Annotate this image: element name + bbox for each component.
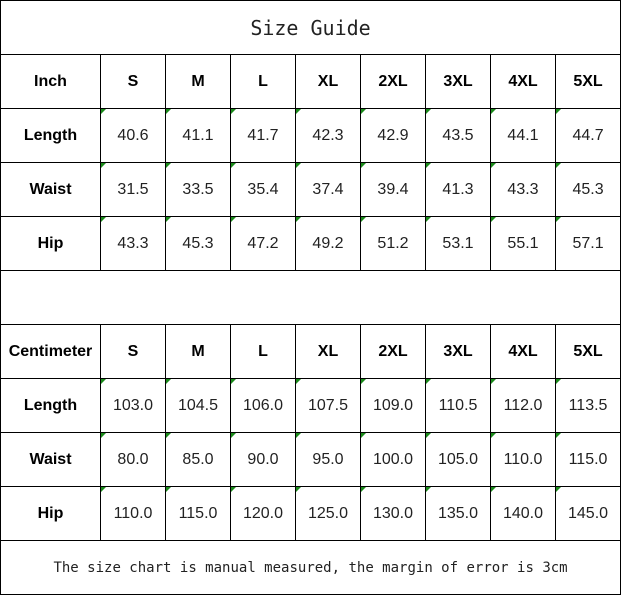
measurement-cell: 49.2 — [295, 216, 361, 271]
measurement-cell: 130.0 — [360, 486, 426, 541]
row-label: Waist — [0, 162, 101, 217]
measurement-cell: 105.0 — [425, 432, 491, 487]
measurement-cell: 31.5 — [100, 162, 166, 217]
measurement-cell: 113.5 — [554, 378, 622, 433]
size-header: XL — [295, 54, 361, 109]
note-row: The size chart is manual measured, the m… — [0, 540, 622, 595]
measurement-cell: 85.0 — [165, 432, 231, 487]
measurement-cell: 43.3 — [100, 216, 166, 271]
size-header: 4XL — [490, 54, 556, 109]
unit-header: Centimeter — [0, 324, 101, 379]
size-header: 4XL — [490, 324, 556, 379]
row-label: Hip — [0, 486, 101, 541]
measurement-cell: 100.0 — [360, 432, 426, 487]
table-row: Waist 31.5 33.5 35.4 37.4 39.4 41.3 43.3 45.3 — [0, 162, 622, 217]
measurement-cell: 47.2 — [230, 216, 296, 271]
measurement-cell: 42.9 — [360, 108, 426, 163]
size-header: 3XL — [425, 324, 491, 379]
measurement-cell: 104.5 — [165, 378, 231, 433]
measurement-cell: 110.0 — [100, 486, 166, 541]
size-header: M — [165, 324, 231, 379]
measurement-cell: 41.7 — [230, 108, 296, 163]
measurement-cell: 135.0 — [425, 486, 491, 541]
spacer-cell — [0, 270, 622, 325]
measurement-cell: 115.0 — [554, 432, 622, 487]
row-label: Hip — [0, 216, 101, 271]
measurement-cell: 41.1 — [165, 108, 231, 163]
size-header: S — [100, 324, 166, 379]
measurement-cell: 95.0 — [295, 432, 361, 487]
size-header: 2XL — [360, 54, 426, 109]
measurement-cell: 39.4 — [360, 162, 426, 217]
size-header: L — [230, 54, 296, 109]
measurement-cell: 45.3 — [554, 162, 622, 217]
measurement-cell: 37.4 — [295, 162, 361, 217]
measurement-cell: 43.5 — [425, 108, 491, 163]
header-row: Inch S M L XL 2XL 3XL 4XL 5XL — [0, 54, 622, 109]
row-label: Length — [0, 378, 101, 433]
size-header: 2XL — [360, 324, 426, 379]
measurement-cell: 57.1 — [554, 216, 622, 271]
table-row: Hip 110.0 115.0 120.0 125.0 130.0 135.0 140.0 14… — [0, 486, 622, 541]
measurement-cell: 42.3 — [295, 108, 361, 163]
measurement-cell: 103.0 — [100, 378, 166, 433]
measurement-cell: 51.2 — [360, 216, 426, 271]
size-header: L — [230, 324, 296, 379]
measurement-cell: 140.0 — [490, 486, 556, 541]
measurement-cell: 112.0 — [490, 378, 556, 433]
measurement-cell: 115.0 — [165, 486, 231, 541]
row-label: Length — [0, 108, 101, 163]
table-row: Hip 43.3 45.3 47.2 49.2 51.2 53.1 55.1 57.1 — [0, 216, 622, 271]
size-header: 5XL — [554, 54, 622, 109]
size-header: M — [165, 54, 231, 109]
measurement-cell: 41.3 — [425, 162, 491, 217]
measurement-cell: 40.6 — [100, 108, 166, 163]
measurement-cell: 107.5 — [295, 378, 361, 433]
size-header: S — [100, 54, 166, 109]
measurement-cell: 43.3 — [490, 162, 556, 217]
measurement-cell: 44.1 — [490, 108, 556, 163]
measurement-cell: 90.0 — [230, 432, 296, 487]
measurement-cell: 53.1 — [425, 216, 491, 271]
size-header: 3XL — [425, 54, 491, 109]
row-label: Waist — [0, 432, 101, 487]
measurement-note: The size chart is manual measured, the m… — [0, 540, 622, 595]
size-header: XL — [295, 324, 361, 379]
header-row: Centimeter S M L XL 2XL 3XL 4XL 5XL — [0, 324, 622, 379]
table-row: Waist 80.0 85.0 90.0 95.0 100.0 105.0 110.0 115.… — [0, 432, 622, 487]
measurement-cell: 106.0 — [230, 378, 296, 433]
measurement-cell: 125.0 — [295, 486, 361, 541]
spacer-row — [0, 270, 622, 325]
measurement-cell: 109.0 — [360, 378, 426, 433]
measurement-cell: 33.5 — [165, 162, 231, 217]
measurement-cell: 110.0 — [490, 432, 556, 487]
measurement-cell: 110.5 — [425, 378, 491, 433]
page-title: Size Guide — [0, 0, 622, 55]
table-row: Length 103.0 104.5 106.0 107.5 109.0 110.5 112.… — [0, 378, 622, 433]
measurement-cell: 55.1 — [490, 216, 556, 271]
size-header: 5XL — [554, 324, 622, 379]
measurement-cell: 80.0 — [100, 432, 166, 487]
measurement-cell: 45.3 — [165, 216, 231, 271]
measurement-cell: 145.0 — [554, 486, 622, 541]
measurement-cell: 44.7 — [554, 108, 622, 163]
measurement-cell: 35.4 — [230, 162, 296, 217]
unit-header: Inch — [0, 54, 101, 109]
measurement-cell: 120.0 — [230, 486, 296, 541]
table-row: Length 40.6 41.1 41.7 42.3 42.9 43.5 44.1 44.7 — [0, 108, 622, 163]
